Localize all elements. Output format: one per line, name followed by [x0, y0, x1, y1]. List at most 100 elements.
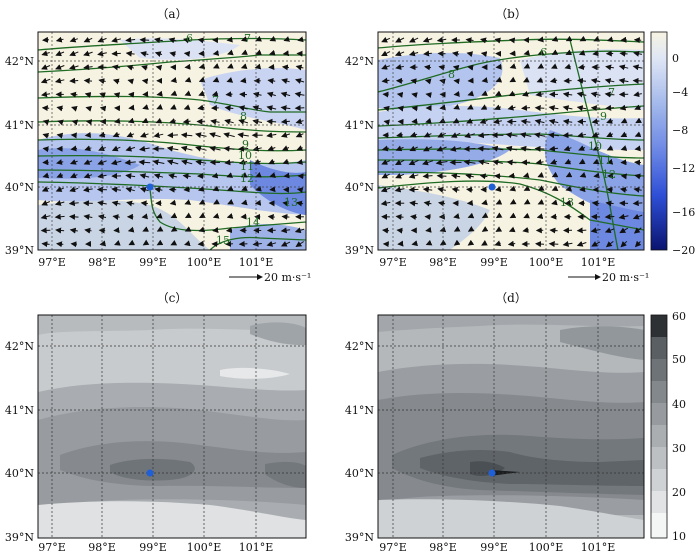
y-tick-label: 41°N [5, 404, 34, 417]
wind-vector [42, 172, 50, 179]
wind-vector [40, 213, 51, 220]
wind-vector [153, 173, 164, 180]
wind-vector [183, 37, 191, 44]
wind-vector [280, 91, 291, 98]
wind-vector [255, 185, 262, 192]
panel-a-y-ticks: 42°N 41°N 40°N 39°N [5, 55, 34, 257]
wind-vector [140, 132, 149, 138]
wind-vector [550, 158, 558, 165]
wind-vector [225, 91, 233, 98]
wind-vector [184, 76, 192, 83]
wind-vector [564, 158, 572, 165]
wind-vector [295, 118, 304, 125]
wind-vector [41, 91, 51, 98]
wind-vector [534, 118, 545, 125]
contour-label: 8 [240, 110, 247, 123]
wind-vector [226, 77, 234, 83]
wind-vector [141, 213, 148, 220]
colorbar-top-ticks: 0 −4 −8 −12 −16 −20 [672, 52, 695, 257]
x-tick-label: 101°E [581, 541, 616, 552]
wind-vector [54, 200, 65, 206]
wind-vector [111, 186, 121, 193]
wind-vector [71, 119, 79, 126]
wind-vector [395, 172, 405, 179]
wind-vector [494, 90, 502, 96]
wind-vector [562, 118, 573, 125]
wind-vector [618, 77, 629, 84]
wind-vector [183, 104, 191, 110]
wind-vector [184, 240, 191, 247]
wind-vector [464, 132, 475, 139]
wind-vector [139, 186, 149, 193]
wind-vector [606, 131, 614, 138]
wind-vector [180, 132, 193, 139]
wind-vector [576, 227, 587, 234]
contour-label: 14 [246, 216, 260, 229]
x-tick-label: 97°E [379, 256, 407, 269]
wind-vector [479, 173, 488, 180]
wind-vector [182, 118, 191, 125]
wind-vector [381, 36, 391, 43]
wind-vector [632, 64, 643, 71]
wind-vector [492, 159, 503, 166]
wind-vector [225, 227, 233, 234]
wind-vector [227, 49, 234, 56]
wind-vector [127, 78, 135, 85]
wind-vector [480, 104, 488, 110]
wind-vector [591, 241, 601, 247]
wind-vector [252, 91, 262, 98]
x-tick-label: 100°E [187, 541, 222, 552]
wind-vector [563, 145, 572, 152]
y-tick-label: 42°N [345, 340, 374, 353]
wind-vector [114, 118, 121, 124]
x-tick-label: 101°E [239, 541, 274, 552]
x-tick-label: 97°E [38, 256, 66, 269]
wind-vector [466, 118, 474, 124]
wind-vector [240, 63, 248, 70]
contour-label: 10 [588, 140, 602, 153]
y-tick-label: 39°N [5, 244, 34, 257]
wind-vector [523, 185, 531, 191]
y-tick-label: 39°N [5, 531, 34, 544]
wind-vector [465, 173, 474, 180]
contour-label: 10 [238, 149, 252, 162]
wind-vector [140, 200, 148, 207]
wind-vector [295, 241, 304, 248]
wind-vector [55, 36, 64, 43]
wind-vector [509, 185, 517, 192]
wind-vector [57, 119, 64, 126]
wind-vector [84, 131, 92, 138]
x-tick-label: 99°E [480, 256, 508, 269]
wind-vector [97, 172, 107, 179]
wind-vector [127, 226, 135, 233]
wind-vector [85, 105, 92, 112]
wind-vector [534, 105, 545, 112]
wind-vector [522, 226, 529, 233]
wind-vector [111, 200, 121, 207]
wind-vector [425, 239, 433, 246]
wind-vector [124, 159, 136, 166]
wind-vector [507, 104, 516, 111]
wind-vector [495, 212, 503, 219]
wind-vector [197, 240, 204, 247]
wind-vector [522, 90, 530, 97]
y-tick-label: 42°N [345, 55, 374, 68]
wind-vector [439, 104, 446, 111]
wind-vector [590, 227, 601, 234]
wind-vector [523, 49, 531, 56]
wind-vector [166, 159, 179, 166]
wind-vector [69, 227, 78, 234]
panel-a-title: （a） [156, 7, 187, 21]
wind-vector [141, 64, 148, 71]
wind-vector [550, 63, 558, 69]
wind-vector [156, 226, 164, 232]
wind-vector [212, 185, 220, 192]
wind-vector [283, 36, 291, 42]
wind-vector [170, 104, 177, 110]
wind-vector [213, 198, 220, 205]
wind-vector [549, 145, 559, 152]
wind-vector [548, 118, 559, 125]
wind-vector [84, 145, 92, 152]
wind-vector [495, 226, 503, 232]
contour-label: 15 [216, 234, 230, 247]
